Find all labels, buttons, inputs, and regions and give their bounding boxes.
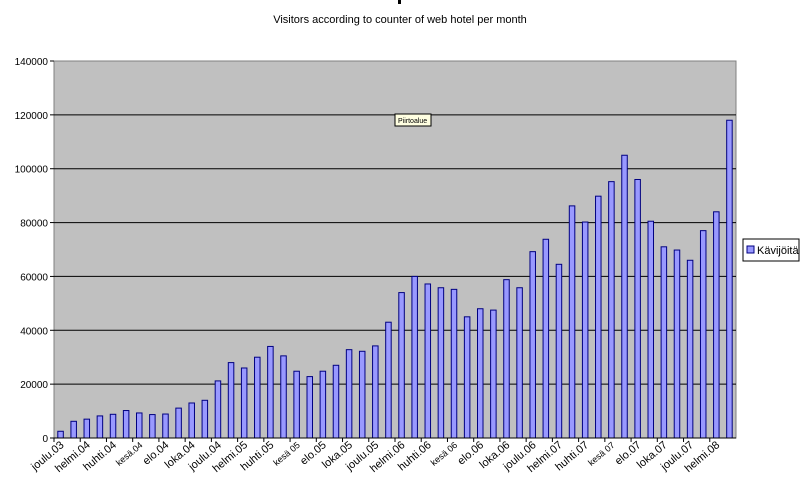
- x-tick-label: kesä 07: [586, 440, 617, 468]
- tooltip-label: Piirtoalue: [398, 118, 427, 125]
- x-axis-ticks: joulu.03helmi.04huhti.04kesä.04elo.04lok…: [28, 438, 722, 475]
- bar[interactable]: [227, 362, 235, 439]
- y-tick-label: 0: [42, 434, 48, 445]
- bar[interactable]: [332, 364, 340, 439]
- bar[interactable]: [188, 402, 195, 439]
- bar[interactable]: [372, 345, 379, 439]
- bar[interactable]: [122, 410, 130, 439]
- bar[interactable]: [201, 399, 209, 439]
- bar[interactable]: [83, 418, 91, 439]
- bar[interactable]: [686, 259, 694, 439]
- bar[interactable]: [581, 221, 589, 439]
- bar[interactable]: [319, 370, 327, 439]
- bar[interactable]: [267, 345, 274, 439]
- bar[interactable]: [358, 350, 366, 439]
- bar[interactable]: [214, 380, 222, 439]
- y-tick-label: 140000: [15, 57, 49, 68]
- bar[interactable]: [254, 356, 261, 439]
- x-tick-label: kesä.04: [114, 440, 145, 468]
- bar[interactable]: [673, 249, 681, 439]
- x-tick-label: kesä 05: [271, 440, 302, 468]
- bar[interactable]: [385, 321, 392, 439]
- y-tick-label: 40000: [20, 326, 48, 337]
- legend-swatch: [746, 245, 755, 254]
- bar[interactable]: [634, 178, 641, 439]
- x-tick-label: kesä 06: [429, 440, 460, 468]
- bar[interactable]: [647, 220, 655, 439]
- bar[interactable]: [555, 263, 563, 439]
- y-tick-label: 20000: [20, 380, 48, 391]
- bar[interactable]: [398, 292, 405, 439]
- bar[interactable]: [726, 119, 733, 439]
- bar[interactable]: [109, 413, 117, 439]
- bar[interactable]: [477, 308, 484, 439]
- y-tick-label: 120000: [15, 111, 49, 122]
- bar[interactable]: [516, 287, 523, 439]
- bar[interactable]: [595, 195, 602, 439]
- y-axis-ticks: 0 20000 40000 60000 80000 100000 120000 140000: [15, 57, 54, 445]
- bar[interactable]: [240, 367, 248, 439]
- y-tick-label: 60000: [20, 272, 48, 283]
- y-tick-label: 80000: [20, 219, 48, 230]
- bar[interactable]: [424, 283, 432, 439]
- bar[interactable]: [608, 181, 615, 439]
- y-tick-label: 100000: [15, 165, 49, 176]
- bar[interactable]: [280, 355, 287, 439]
- plot-area-tooltip: Piirtoalue: [394, 113, 432, 127]
- bar[interactable]: [345, 349, 353, 439]
- bar[interactable]: [660, 246, 668, 439]
- bar[interactable]: [490, 309, 497, 439]
- bar[interactable]: [568, 205, 576, 439]
- legend-label: Kävijöitä: [757, 245, 799, 257]
- bar[interactable]: [70, 420, 77, 439]
- bar[interactable]: [411, 275, 418, 439]
- chart-title: Visitors according to counter of web hot…: [273, 14, 527, 26]
- bar[interactable]: [149, 414, 156, 439]
- title-mark: [398, 0, 401, 4]
- bar[interactable]: [136, 412, 143, 439]
- bars: [57, 119, 733, 439]
- bar[interactable]: [542, 238, 550, 439]
- bar[interactable]: [96, 415, 104, 439]
- legend[interactable]: Kävijöitä: [742, 238, 800, 262]
- bar[interactable]: [57, 430, 64, 439]
- bar[interactable]: [529, 251, 536, 439]
- bar[interactable]: [162, 413, 169, 439]
- bar[interactable]: [621, 154, 628, 439]
- bar[interactable]: [463, 316, 471, 439]
- bar[interactable]: [503, 279, 510, 439]
- bar[interactable]: [306, 376, 314, 439]
- bar[interactable]: [175, 407, 182, 439]
- bar[interactable]: [699, 230, 707, 439]
- bar[interactable]: [293, 370, 300, 439]
- bar[interactable]: [713, 211, 720, 439]
- bar[interactable]: [450, 288, 458, 439]
- bar[interactable]: [437, 287, 445, 439]
